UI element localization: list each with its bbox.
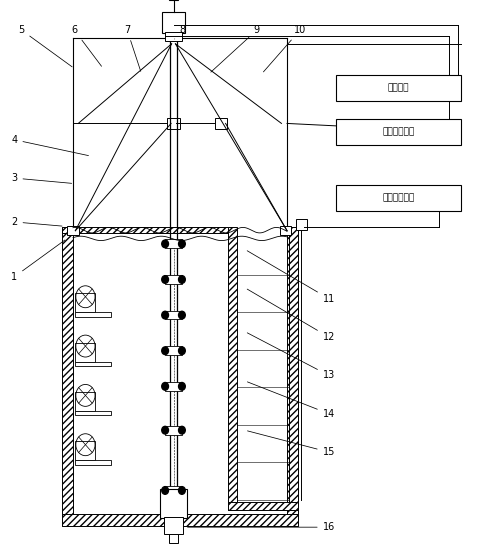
Bar (167, 118, 180, 129)
Bar (228, 227, 237, 510)
Bar (336, 75, 461, 101)
Circle shape (162, 487, 168, 494)
Text: 9: 9 (211, 25, 260, 72)
Text: 3: 3 (12, 173, 72, 184)
Bar (280, 226, 291, 235)
Bar (165, 382, 182, 391)
Circle shape (162, 240, 168, 248)
Bar (75, 312, 111, 317)
Circle shape (162, 383, 168, 390)
Bar (75, 460, 111, 465)
Bar (169, 534, 179, 543)
Bar (165, 275, 182, 284)
Bar (75, 441, 95, 460)
Text: 7: 7 (124, 25, 141, 71)
Bar (67, 226, 79, 235)
Bar (75, 411, 111, 415)
Bar (162, 12, 185, 33)
Bar (228, 502, 298, 510)
Bar (165, 32, 182, 41)
Bar (164, 517, 183, 534)
Bar (75, 392, 95, 411)
Bar (160, 489, 187, 518)
Circle shape (179, 487, 185, 494)
Text: 15: 15 (248, 431, 335, 457)
Bar (62, 514, 298, 526)
Circle shape (179, 311, 185, 319)
Text: 2: 2 (11, 217, 62, 227)
Text: 4: 4 (12, 135, 88, 156)
Text: 10: 10 (264, 25, 306, 72)
Text: 6: 6 (72, 25, 102, 66)
Bar (336, 185, 461, 211)
Bar (62, 227, 228, 233)
Bar (75, 293, 95, 312)
Bar (75, 362, 111, 366)
Circle shape (179, 426, 185, 434)
Circle shape (162, 347, 168, 355)
Bar (296, 219, 307, 230)
Text: 空气压缩系统: 空气压缩系统 (382, 128, 415, 136)
Circle shape (179, 383, 185, 390)
Text: 13: 13 (247, 333, 335, 380)
Bar (165, 311, 182, 319)
Text: 数据采集系统: 数据采集系统 (382, 193, 415, 202)
Bar (289, 227, 298, 510)
Bar (165, 239, 182, 248)
Text: 液压系统: 液压系统 (388, 84, 409, 93)
Circle shape (162, 426, 168, 434)
Text: 8: 8 (175, 25, 185, 39)
Circle shape (162, 276, 168, 283)
Text: 14: 14 (247, 382, 335, 419)
Bar (287, 227, 298, 526)
Text: 5: 5 (18, 25, 72, 67)
Bar (165, 346, 182, 355)
Bar (62, 227, 73, 526)
Text: 12: 12 (247, 289, 335, 342)
Bar (75, 342, 95, 362)
Circle shape (179, 240, 185, 248)
Bar (165, 426, 182, 435)
Bar (215, 118, 227, 129)
Circle shape (179, 276, 185, 283)
Circle shape (162, 311, 168, 319)
Text: 11: 11 (247, 251, 335, 304)
Bar (336, 119, 461, 145)
Text: 16: 16 (188, 522, 335, 532)
Circle shape (179, 347, 185, 355)
Bar (165, 486, 182, 495)
Text: 1: 1 (12, 240, 65, 282)
